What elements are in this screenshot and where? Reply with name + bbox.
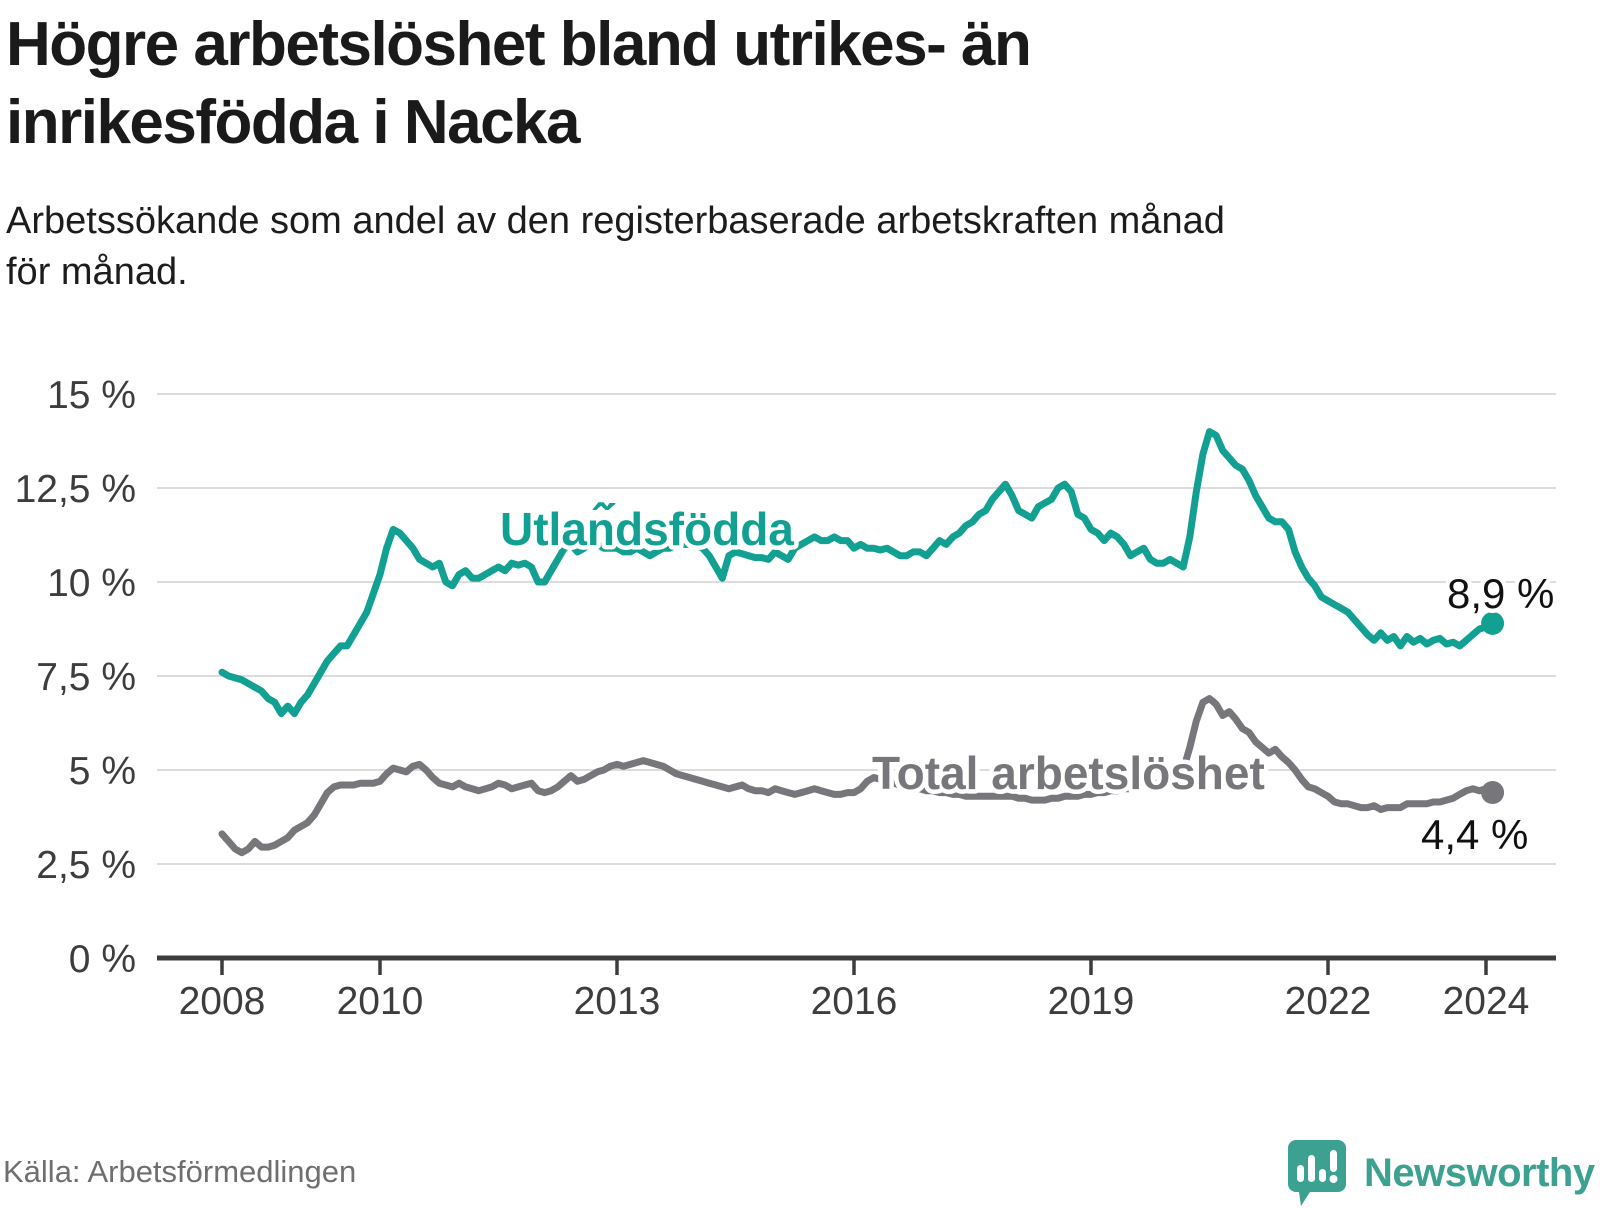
x-tick-label: 2022 bbox=[1285, 980, 1372, 1023]
newsworthy-brand-link[interactable]: Newsworthy bbox=[1286, 1138, 1595, 1208]
newsworthy-logo-icon bbox=[1288, 1140, 1346, 1206]
logo-exclamation-dot bbox=[1329, 1175, 1338, 1183]
end-value-label-total: 4,4 % bbox=[1421, 811, 1528, 858]
logo-exclamation-bar bbox=[1330, 1150, 1337, 1172]
y-tick-label: 0 % bbox=[69, 938, 136, 981]
logo-bar-2 bbox=[1308, 1155, 1315, 1182]
x-tick-label: 2010 bbox=[337, 980, 424, 1023]
series-label-total: Total arbetslöshet bbox=[872, 747, 1265, 799]
series-line-total bbox=[218, 695, 1497, 857]
y-tick-label: 2,5 % bbox=[36, 844, 136, 887]
series-line-utlandsfodda bbox=[218, 428, 1497, 718]
y-tick-label: 7,5 % bbox=[36, 656, 136, 699]
x-tick-label: 2008 bbox=[179, 980, 266, 1023]
chart-title: Högre arbetslöshet bland utrikes- än inr… bbox=[6, 10, 1032, 157]
y-tick-label: 5 % bbox=[69, 750, 136, 793]
brand-name: Newsworthy bbox=[1364, 1150, 1595, 1195]
logo-bubble bbox=[1288, 1140, 1346, 1206]
x-tick-label: 2013 bbox=[574, 980, 661, 1023]
end-dot-total bbox=[1481, 781, 1505, 805]
source-text: Källa: Arbetsförmedlingen bbox=[3, 1154, 357, 1189]
end-dot-utlandsfodda bbox=[1481, 611, 1505, 635]
chart-subtitle: Arbetssökande som andel av den registerb… bbox=[6, 200, 1225, 293]
end-value-label-utlandsfodda: 8,9 % bbox=[1447, 570, 1554, 617]
logo-bar-3 bbox=[1319, 1169, 1326, 1182]
series-label-utlandsfodda: Utlan̂́dsfödda bbox=[500, 502, 794, 555]
x-tick-label: 2016 bbox=[811, 980, 898, 1023]
y-tick-label: 10 % bbox=[47, 562, 136, 605]
x-tick-label: 2019 bbox=[1048, 980, 1135, 1023]
y-tick-label: 12,5 % bbox=[15, 468, 136, 511]
y-tick-label: 15 % bbox=[47, 374, 136, 417]
x-tick-label: 2024 bbox=[1443, 980, 1530, 1023]
logo-bar-1 bbox=[1297, 1165, 1304, 1182]
